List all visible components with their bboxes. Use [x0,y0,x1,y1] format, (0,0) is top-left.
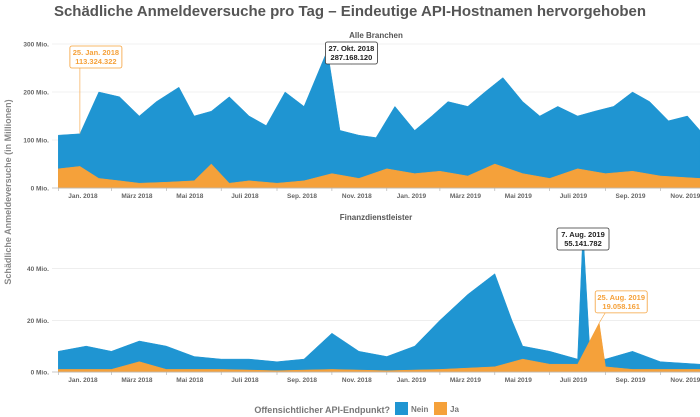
panel-2: Finanzdienstleister 0 Mio. 20 Mio. 40 Mio. J… [27,213,700,384]
series-area-nein [58,49,700,189]
x-tick-label: Jan. 2018 [68,193,98,200]
annotation-box [594,290,648,314]
panel-1: Alle Branchen 0 Mio. 100 Mio. 200 Mio. 300 M… [23,31,700,200]
x-tick-label: Juli 2019 [560,193,588,200]
y-tick-label: 20 Mio. [27,318,49,325]
series-area-nein [58,229,700,373]
x-tick-label: Nov. 2018 [342,377,372,384]
x-tick-label: Mai 2018 [176,193,203,200]
x-tick-label: Mai 2018 [176,377,203,384]
annotation-value: 287.168.120 [331,53,373,62]
annotation-box [324,41,378,65]
annotation-box [556,227,610,251]
x-tick-label: Jan. 2018 [68,377,98,384]
panel-title: Finanzdienstleister [340,213,412,222]
x-tick-label: Sep. 2018 [287,377,317,384]
series-area-ja [58,322,700,373]
chart-title: Schädliche Anmeldeversuche pro Tag – Ein… [54,3,646,20]
annotation-date: 7. Aug. 2019 [561,230,605,239]
annotation-value: 113.324.322 [75,57,116,66]
legend-swatch-nein [395,402,408,415]
panels: Alle Branchen 0 Mio. 100 Mio. 200 Mio. 300 M… [23,31,700,384]
y-tick-label: 0 Mio. [31,370,50,377]
x-tick-label: Juli 2019 [560,377,588,384]
x-tick-label: Jan. 2019 [397,193,427,200]
x-tick-label: Nov. 2018 [342,193,372,200]
x-tick-label: Sep. 2019 [616,193,646,200]
x-tick-label: Juli 2018 [231,377,259,384]
x-tick-label: März 2019 [450,193,481,200]
x-tick-label: Jan. 2019 [397,377,427,384]
x-tick-label: Nov. 2019 [670,193,700,200]
annotation-value: 55.141.782 [564,239,602,248]
x-tick-label: Mai 2019 [505,377,532,384]
y-tick-label: 0 Mio. [31,186,50,193]
x-tick-label: Nov. 2019 [670,377,700,384]
legend-swatch-ja [434,402,447,415]
legend-label: Ja [450,405,459,414]
series-area-ja [58,163,700,189]
y-tick-label: 100 Mio. [23,138,49,145]
panel-title: Alle Branchen [349,31,403,40]
x-tick-label: März 2019 [450,377,481,384]
x-tick-label: Sep. 2018 [287,193,317,200]
legend: Offensichtlicher API-Endpunkt? Nein Ja [254,402,459,415]
annotation-box [69,45,123,69]
x-tick-label: Mai 2019 [505,193,532,200]
x-tick-label: Juli 2018 [231,193,259,200]
annotation-date: 25. Jan. 2018 [73,48,119,57]
legend-title: Offensichtlicher API-Endpunkt? [254,405,390,415]
y-tick-label: 300 Mio. [23,42,49,49]
x-tick-label: März 2018 [121,377,152,384]
x-tick-label: März 2018 [121,193,152,200]
annotation-date: 27. Okt. 2018 [328,44,374,53]
y-tick-label: 40 Mio. [27,266,49,273]
annotation-value: 19.058.161 [602,302,640,311]
y-axis-title: Schädliche Anmeldeversuche (in Millionen… [3,99,13,284]
annotation-date: 25. Aug. 2019 [597,293,645,302]
annotation-leader [598,312,606,324]
legend-label: Nein [411,405,428,414]
x-tick-label: Sep. 2019 [616,377,646,384]
y-tick-label: 200 Mio. [23,90,49,97]
